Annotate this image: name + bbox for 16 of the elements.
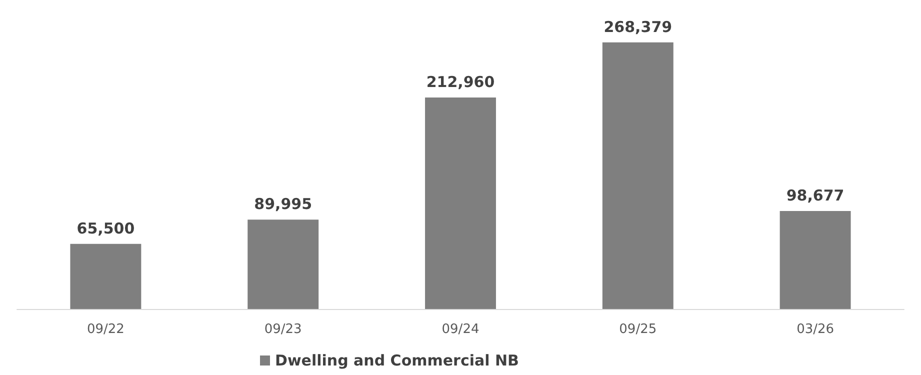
x-tick-label: 03/26	[796, 322, 834, 337]
data-label: 98,677	[786, 186, 844, 204]
x-tick-label: 09/22	[86, 322, 124, 337]
bar	[248, 220, 319, 309]
x-tick-label: 09/23	[264, 322, 302, 337]
bar	[780, 210, 851, 309]
data-label: 212,960	[426, 72, 495, 91]
bar	[602, 42, 674, 309]
bar	[425, 97, 496, 309]
bar	[70, 244, 142, 309]
legend-label: Dwelling and Commercial NB	[275, 352, 519, 370]
data-label: 65,500	[76, 219, 135, 238]
x-tick-label: 09/24	[442, 322, 480, 337]
data-label: 268,379	[604, 18, 672, 36]
data-label: 89,995	[254, 195, 312, 214]
x-tick-label: 09/25	[619, 322, 657, 337]
